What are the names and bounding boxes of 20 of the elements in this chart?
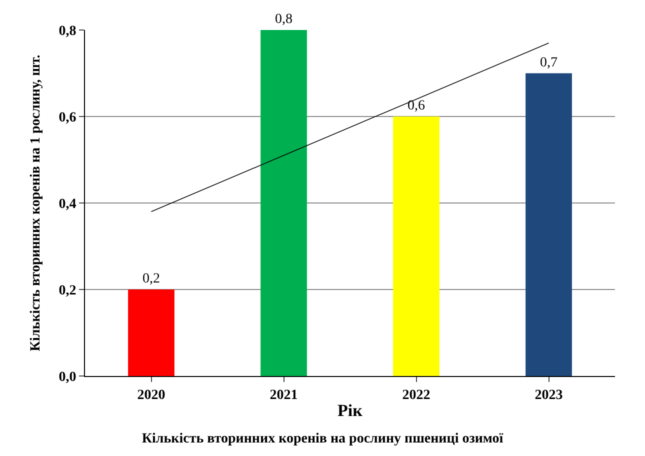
x-tick-label: 2020 <box>137 388 166 403</box>
y-tick-label: 0,4 <box>58 196 76 212</box>
bar <box>260 30 307 376</box>
data-label: 0,2 <box>142 272 160 286</box>
text: Кількість вторинних коренів на рослину пшениці озимої <box>142 431 504 446</box>
data-label: 0,6 <box>408 98 425 114</box>
bar <box>393 116 440 376</box>
x-tick-label: 2022 <box>402 388 430 403</box>
bar <box>128 290 174 376</box>
x-axis-title: Рік <box>338 401 363 420</box>
y-tick-label: 0,8 <box>58 24 76 39</box>
data-label: 0,7 <box>540 55 558 70</box>
y-tick-label: 0,6 <box>58 110 76 126</box>
bar <box>526 73 572 376</box>
x-tick-label: 2021 <box>270 388 298 403</box>
y-tick-label: 0,2 <box>58 283 76 298</box>
y-tick-label: 0,0 <box>58 370 76 385</box>
x-tick-label: 2023 <box>534 388 563 403</box>
data-label: 0,8 <box>275 12 292 27</box>
y-axis-title: Кількість вторинних коренів на 1 рослину, шт. <box>28 54 44 352</box>
